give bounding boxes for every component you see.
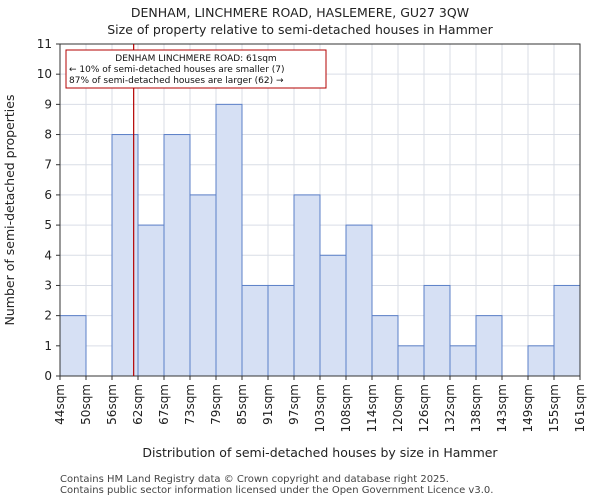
x-tick-label: 50sqm	[79, 384, 93, 425]
bar	[163, 134, 191, 377]
y-tick-label: 8	[44, 128, 52, 142]
annotation-box: DENHAM LINCHMERE ROAD: 61sqm ← 10% of se…	[65, 49, 327, 89]
x-tick-label: 103sqm	[313, 384, 327, 432]
x-tick-label: 91sqm	[261, 384, 275, 425]
y-tick-label: 7	[44, 158, 52, 172]
bar	[527, 345, 555, 377]
bar	[319, 254, 347, 377]
bar	[189, 194, 217, 377]
plot-frame	[59, 43, 581, 377]
footer-copyright: Contains HM Land Registry data © Crown c…	[60, 474, 449, 485]
x-tick-label: 79sqm	[209, 384, 223, 425]
y-tick-label: 4	[44, 248, 52, 262]
bar	[59, 315, 87, 377]
bar	[267, 284, 295, 377]
bar	[215, 103, 243, 377]
x-tick-label: 44sqm	[53, 384, 67, 425]
x-tick-label: 120sqm	[391, 384, 405, 432]
bar	[449, 345, 477, 377]
bars	[59, 103, 581, 377]
x-tick-label: 161sqm	[573, 384, 587, 432]
bar	[423, 284, 451, 377]
y-tick-label: 2	[44, 309, 52, 323]
x-axis-label: Distribution of semi-detached houses by …	[142, 445, 498, 460]
y-tick-label: 9	[44, 97, 52, 111]
bar	[293, 194, 321, 377]
bar	[553, 284, 581, 377]
x-tick-label: 85sqm	[235, 384, 249, 425]
y-tick-label: 6	[44, 188, 52, 202]
annotation-larger: 87% of semi-detached houses are larger (…	[69, 76, 284, 86]
bar	[397, 345, 425, 377]
y-tick-label: 10	[37, 67, 52, 81]
x-tick-label: 132sqm	[443, 384, 457, 432]
y-tick-label: 1	[44, 339, 52, 353]
chart-subtitle: Size of property relative to semi-detach…	[107, 22, 493, 37]
x-tick-label: 114sqm	[365, 384, 379, 432]
x-tick-label: 56sqm	[105, 384, 119, 425]
x-tick-label: 149sqm	[521, 384, 535, 432]
x-tick-label: 126sqm	[417, 384, 431, 432]
annotation-title: DENHAM LINCHMERE ROAD: 61sqm	[115, 54, 276, 64]
x-tick-label: 138sqm	[469, 384, 483, 432]
x-axis-ticks: 44sqm 50sqm 56sqm 62sqm 67sqm 73sqm 79sqm 85sqm…	[53, 376, 587, 432]
bar	[137, 224, 165, 377]
chart-title: DENHAM, LINCHMERE ROAD, HASLEMERE, GU27 …	[130, 5, 470, 20]
y-tick-label: 11	[37, 37, 52, 51]
x-tick-label: 97sqm	[287, 384, 301, 425]
y-axis-ticks: 0 1 2 3 4 5 6 7 8 9 10 11	[37, 37, 60, 383]
x-tick-label: 67sqm	[157, 384, 171, 425]
bar	[475, 315, 503, 377]
bar	[345, 224, 373, 377]
y-tick-label: 3	[44, 278, 52, 292]
footer-licence: Contains public sector information licen…	[60, 485, 494, 496]
x-tick-label: 155sqm	[547, 384, 561, 432]
annotation-smaller: ← 10% of semi-detached houses are smalle…	[69, 65, 285, 75]
x-tick-label: 62sqm	[131, 384, 145, 425]
x-tick-label: 108sqm	[339, 384, 353, 432]
x-tick-label: 143sqm	[495, 384, 509, 432]
y-axis-label: Number of semi-detached properties	[2, 95, 17, 326]
bar	[371, 315, 399, 377]
bar	[241, 284, 269, 377]
y-tick-label: 5	[44, 218, 52, 232]
x-tick-label: 73sqm	[183, 384, 197, 425]
annotation-rect	[65, 49, 327, 89]
y-tick-label: 0	[44, 369, 52, 383]
